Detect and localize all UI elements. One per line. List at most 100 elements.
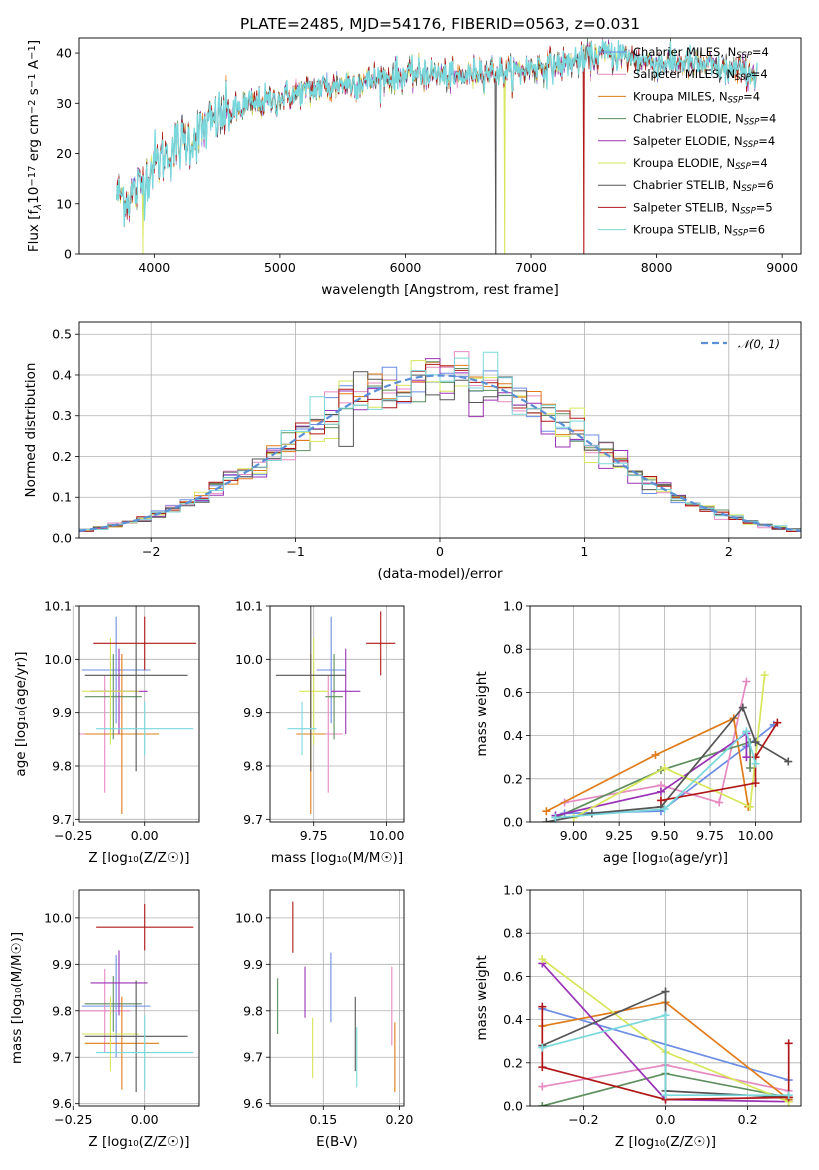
weight-vs-age-ytick-label-0: 0.0: [503, 815, 523, 830]
residuals-ytick-label-2: 0.2: [52, 449, 72, 464]
age-vs-Z-xtick-label-0: −0.25: [54, 828, 92, 843]
legend-tail: =4: [751, 156, 768, 170]
errorbar-chabrier-miles: [316, 616, 346, 724]
residuals-ylabel: Normed distribution: [23, 363, 39, 498]
weight-marker-chabrier-stelib: [542, 818, 551, 822]
weight-marker-kroupa-stelib: [538, 1043, 547, 1052]
weight-marker-chabrier-stelib: [751, 738, 760, 747]
weight-marker-kroupa-stelib: [660, 805, 669, 814]
legend-tail: =4: [751, 67, 768, 81]
legend-label: Chabrier STELIB, N: [633, 178, 741, 192]
weight-vs-Z-frame: [529, 889, 802, 1107]
weight-vs-age-frame: [529, 605, 802, 823]
weight-vs-Z-xtick-label-1: 0.0: [656, 1112, 676, 1127]
legend-tail: =6: [757, 178, 774, 192]
weight-marker-kroupa-stelib: [661, 1011, 670, 1020]
spectrum-ylabel-part-4: erg cm: [26, 114, 42, 165]
weight-marker-salpeter-miles: [715, 798, 724, 807]
weight-marker-chabrier-stelib: [784, 757, 793, 766]
residual-histograms: [79, 351, 801, 534]
errorbar-kroupa-stelib: [96, 702, 194, 756]
weight-vs-age-xtick-label-0: 9.00: [560, 828, 588, 843]
weight-vs-Z-ytick-label-3: 0.6: [503, 969, 523, 984]
mass-vs-Z-ytick-label-1: 9.7: [52, 1050, 72, 1065]
mass-vs-Z-frame: [78, 889, 200, 1107]
age-vs-mass-ytick-label-3: 10.0: [235, 652, 263, 667]
age-vs-Z-ytick-label-1: 9.8: [52, 759, 72, 774]
weight-vs-age-xtick-label-3: 9.75: [696, 828, 724, 843]
spectrum-ytick-label-0: 0: [64, 247, 72, 262]
spectrum-ylabel-part-5: −2: [27, 99, 38, 114]
weight-marker-salpeter-stelib: [751, 779, 760, 788]
spectrum-ytick-label-4: 40: [56, 46, 72, 61]
spectrum-xlabel: wavelength [Angstrom, rest frame]: [321, 282, 559, 298]
legend-sub: SSP: [741, 184, 757, 194]
age-vs-Z-errorbars: [79, 606, 197, 814]
weight-vs-Z-xtick-label-0: −0.2: [568, 1112, 598, 1127]
legend-entry-kroupa-elodie: Kroupa ELODIE, NSSP=4: [633, 156, 768, 172]
legend-label: Kroupa STELIB, N: [633, 223, 733, 237]
age-vs-Z-ytick-label-2: 9.9: [52, 705, 72, 720]
age-vs-mass-xlabel: mass [log₁₀(M/M☉)]: [271, 850, 403, 866]
mass-vs-EBV-xtick-label-0: 0.15: [309, 1112, 337, 1127]
residuals-xtick-label-2: 0: [436, 544, 444, 559]
legend-sub: SSP: [735, 162, 751, 172]
residuals-xtick-label-0: −2: [142, 544, 160, 559]
spectrum-xtick-label-3: 7000: [515, 260, 547, 275]
errorbar-salpeter-elodie: [331, 648, 361, 734]
mass-vs-EBV-ytick-label-3: 9.9: [243, 957, 263, 972]
weight-vs-Z-ytick-label-5: 1.0: [503, 883, 523, 898]
residuals-ytick-label-1: 0.1: [52, 490, 72, 505]
mass-vs-EBV-frame: [269, 889, 405, 1107]
legend-entry-chabrier-elodie: Chabrier ELODIE, NSSP=4: [633, 112, 776, 128]
residuals-ytick-label-4: 0.4: [52, 367, 72, 382]
weight-marker-kroupa-elodie: [746, 802, 755, 811]
weight-marker-salpeter-stelib: [538, 1002, 547, 1011]
errorbar-kroupa-stelib: [287, 702, 317, 756]
spectrum-ytick-label-3: 30: [56, 96, 72, 111]
errorbar-kroupa-miles: [84, 996, 159, 1090]
mass-vs-EBV-ytick-label-4: 10.0: [235, 910, 263, 925]
legend-sub: SSP: [735, 73, 751, 83]
weight-marker-salpeter-elodie: [742, 753, 751, 762]
errorbar-kroupa-elodie: [81, 996, 139, 1072]
errorbar-salpeter-elodie: [90, 950, 148, 1016]
weight-marker-kroupa-stelib: [742, 727, 751, 736]
spectrum-ylabel-part-7: −1: [27, 73, 38, 88]
legend-sub: SSP: [744, 118, 760, 128]
age-vs-Z-frame: [78, 605, 200, 823]
legend-label: Salpeter MILES, N: [633, 67, 735, 81]
legend-tail: =4: [743, 89, 760, 103]
mass-vs-Z-ytick-label-4: 10.0: [44, 910, 72, 925]
legend-tail: =4: [759, 112, 776, 126]
legend-tail: =4: [752, 45, 769, 59]
weight-marker-kroupa-elodie: [660, 764, 669, 772]
residuals-ytick-label-3: 0.3: [52, 408, 72, 423]
spectrum-xtick-label-1: 5000: [264, 260, 296, 275]
legend-sub: SSP: [740, 207, 756, 217]
spectrum-xtick-label-5: 9000: [766, 260, 798, 275]
weight-vs-age-xtick-label-4: 10.00: [738, 828, 774, 843]
age-vs-Z-ytick-label-0: 9.7: [52, 812, 72, 827]
residuals-xtick-label-1: −1: [286, 544, 304, 559]
errorbar-chabrier-elodie: [84, 975, 142, 1032]
errorbar-kroupa-miles: [84, 654, 159, 814]
legend-entry-chabrier-miles: Chabrier MILES, NSSP=4: [633, 45, 769, 61]
spectrum-ylabel-part-2: 10: [26, 187, 42, 204]
spectrum-ylabel-part-0: Flux [f: [26, 209, 42, 253]
weight-marker-salpeter-stelib: [784, 1039, 793, 1048]
mass-vs-Z-xlabel: Z [log₁₀(Z/Z☉)]: [88, 1134, 189, 1150]
weight-marker-kroupa-stelib: [661, 1091, 670, 1100]
legend-label: Salpeter ELODIE, N: [633, 134, 743, 148]
spectrum-xtick-label-4: 8000: [641, 260, 673, 275]
age-vs-mass-frame: [269, 605, 405, 823]
legend-tail: =4: [758, 134, 775, 148]
legend-label: Chabrier MILES, N: [633, 45, 736, 59]
spectrum-ylabel-part-10: ]: [26, 40, 42, 45]
mass-vs-EBV-xlabel: E(B-V): [316, 1134, 358, 1150]
weight-vs-age-xtick-label-2: 9.50: [651, 828, 679, 843]
errorbar-salpeter-stelib: [366, 611, 396, 676]
age-vs-mass-xtick-label-1: 10.00: [369, 828, 405, 843]
weight-vs-Z-ytick-label-4: 0.8: [503, 926, 523, 941]
